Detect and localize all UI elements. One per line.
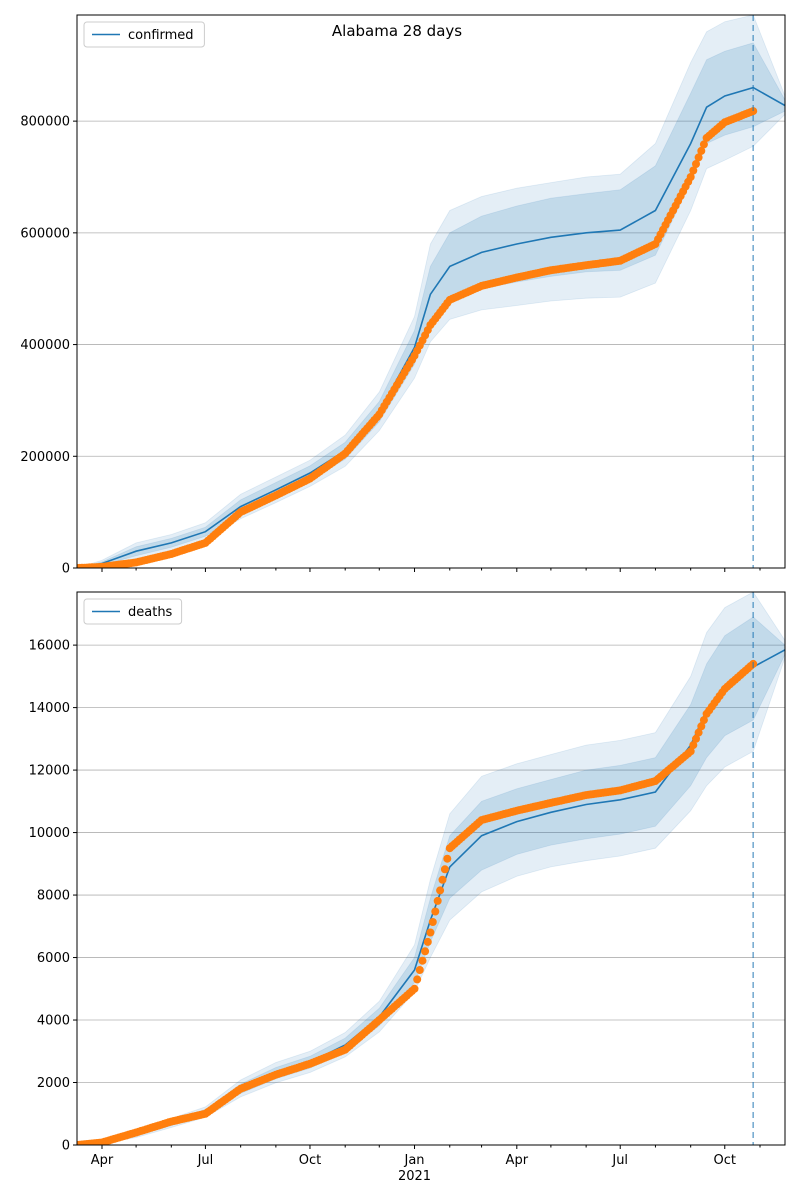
y-tick-label: 2000 [37, 1076, 70, 1091]
axes-frame [76, 14, 786, 569]
x-tick-label: Oct [299, 1153, 321, 1168]
y-tick-label: 600000 [20, 226, 70, 241]
observed-point [436, 886, 445, 895]
model-line [77, 86, 785, 568]
observed-point [418, 956, 427, 965]
observed-point [749, 107, 758, 116]
y-tick-label: 4000 [37, 1014, 70, 1029]
observed-point [423, 937, 432, 946]
y-tick-label: 12000 [29, 764, 70, 779]
observed-point [692, 734, 700, 743]
legend-label: deaths [128, 605, 173, 620]
y-tick-label: 200000 [20, 450, 70, 465]
observed-point [694, 728, 703, 737]
y-tick-label: 10000 [29, 826, 70, 841]
x-tick-label: Oct [714, 1153, 736, 1168]
x-tick-label: Apr [91, 1153, 114, 1168]
observed-point [443, 854, 452, 863]
observed-point [421, 947, 430, 956]
plot-area [77, 15, 785, 568]
observed-point [440, 865, 449, 874]
observed-point [686, 173, 695, 181]
observed-point [689, 166, 698, 175]
observed-point [699, 140, 708, 149]
observed-point [413, 975, 422, 984]
legend: deaths [83, 598, 183, 625]
deaths-panel: 0 2000 4000 6000 8000 10000 12000 14000 16000 Apr… [29, 591, 786, 1184]
confidence-band [77, 592, 785, 1145]
x-tick-label: Jul [611, 1153, 628, 1168]
legend-label: confirmed [128, 28, 194, 43]
y-tick-label: 0 [62, 1139, 70, 1154]
observed-point [692, 160, 700, 168]
observed-point [433, 896, 442, 905]
legend-box [83, 598, 183, 625]
observed-point [689, 741, 698, 750]
y-tick-label: 800000 [20, 115, 70, 130]
y-tick-label: 16000 [29, 639, 70, 654]
x-tick-label: Jul [197, 1153, 214, 1168]
x-tick-label: Apr [506, 1153, 529, 1168]
y-tick-label: 14000 [29, 701, 70, 716]
confirmed-panel: 0 200000 400000 600000 800000 confirmed [20, 14, 786, 577]
y-tick-label: 6000 [37, 951, 70, 966]
observed-point [428, 918, 437, 926]
legend-box [83, 21, 205, 48]
observed-point [438, 875, 447, 884]
y-tick-label: 0 [62, 562, 70, 577]
observed-point [697, 146, 706, 155]
x-tick-year-label: 2021 [398, 1169, 431, 1184]
observed-point [686, 747, 695, 756]
confidence-band [77, 15, 785, 568]
legend: confirmed [83, 21, 205, 48]
observed-point [415, 966, 424, 974]
plot-area [77, 592, 785, 1145]
x-tick-label: Jan [403, 1153, 424, 1168]
y-tick-label: 400000 [20, 338, 70, 353]
observed-point [697, 722, 706, 731]
chart-title: Alabama 28 days [332, 22, 462, 40]
axes-frame [76, 591, 786, 1146]
observed-point [426, 928, 435, 937]
confidence-band [77, 42, 785, 568]
observed-point [694, 153, 703, 162]
y-tick-label: 8000 [37, 889, 70, 904]
observed-point [699, 716, 708, 725]
observed-point [431, 907, 440, 916]
observed-point [410, 984, 419, 993]
